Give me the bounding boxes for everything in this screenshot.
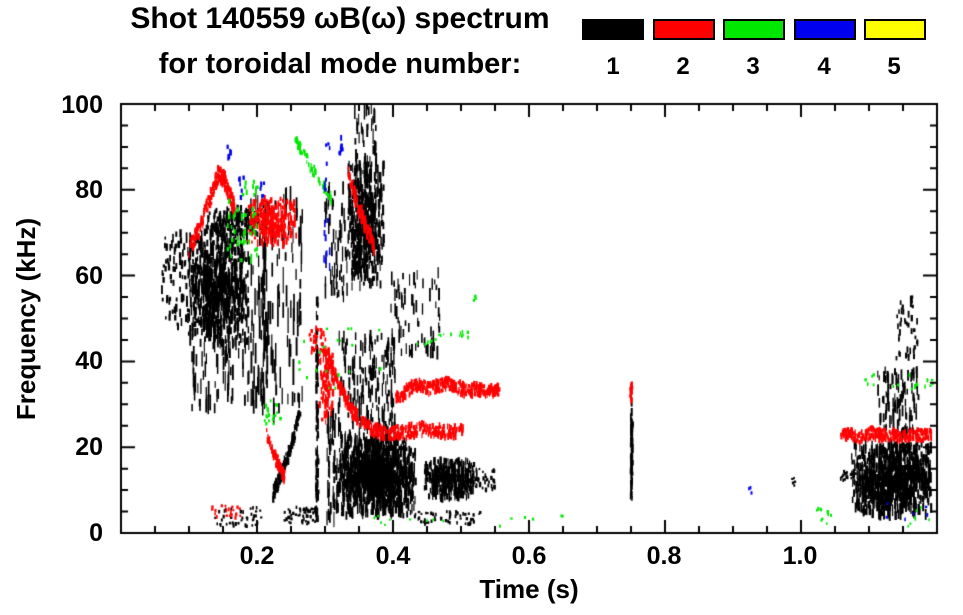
legend-label-mode-4: 4 (817, 53, 831, 80)
legend-swatch-mode-3 (723, 19, 785, 40)
y-tick-40: 40 (75, 347, 103, 375)
y-tick-100: 100 (61, 91, 103, 119)
x-tick-0.8: 0.8 (646, 542, 682, 570)
legend-label-mode-2: 2 (676, 53, 690, 80)
legend-swatch-mode-5 (864, 19, 926, 40)
legend-swatch-mode-2 (653, 19, 715, 40)
y-axis-title: Frequency (kHz) (11, 217, 41, 421)
chart-subtitle: for toroidal mode number: (158, 48, 522, 80)
x-tick-0.4: 0.4 (375, 542, 411, 570)
legend-label-mode-5: 5 (887, 53, 901, 80)
legend-label-mode-3: 3 (746, 53, 760, 80)
legend-swatch-mode-4 (794, 19, 856, 40)
x-axis-title: Time (s) (479, 574, 579, 604)
y-tick-20: 20 (75, 433, 103, 461)
y-tick-0: 0 (89, 519, 103, 547)
legend-swatch-mode-1 (582, 19, 644, 40)
x-tick-1.0: 1.0 (782, 542, 818, 570)
x-tick-0.2: 0.2 (239, 542, 275, 570)
y-tick-80: 80 (75, 176, 103, 204)
chart-title: Shot 140559 ωB(ω) spectrum (130, 2, 550, 35)
y-tick-60: 60 (75, 262, 103, 290)
x-tick-0.6: 0.6 (511, 542, 547, 570)
legend-label-mode-1: 1 (606, 53, 620, 80)
